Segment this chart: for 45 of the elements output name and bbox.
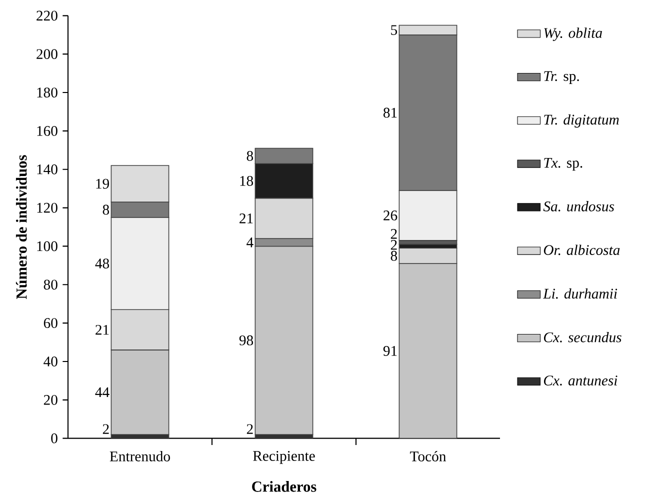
y-tick-label: 80 bbox=[44, 280, 58, 290]
y-tick-label: 100 bbox=[37, 241, 58, 252]
legend-label: Sa. undosus bbox=[543, 201, 614, 212]
y-tick-label: 120 bbox=[37, 202, 58, 213]
data-label: 2 bbox=[246, 424, 253, 434]
y-tick-label: 20 bbox=[44, 394, 58, 405]
data-label: 2 bbox=[390, 228, 397, 239]
legend-label: Tr. digitatum bbox=[544, 114, 619, 128]
y-tick-label: 180 bbox=[37, 88, 58, 98]
legend-label: Or. albicosta bbox=[544, 244, 620, 256]
y-tick-label: 160 bbox=[37, 126, 58, 136]
legend-label: Wy. oblita bbox=[544, 28, 602, 41]
y-axis-title: Número de individuos bbox=[16, 155, 27, 299]
y-tick-label: 200 bbox=[36, 49, 58, 60]
data-label: 98 bbox=[239, 335, 254, 346]
data-label: 48 bbox=[95, 258, 110, 268]
data-label: 18 bbox=[240, 176, 254, 186]
x-tick-label: Entrenudo bbox=[110, 451, 170, 462]
data-label: 44 bbox=[95, 387, 110, 398]
y-tick-label: 60 bbox=[44, 318, 58, 328]
y-tick-label: 140 bbox=[37, 164, 58, 174]
data-label: 2 bbox=[390, 240, 397, 250]
data-label: 8 bbox=[246, 150, 254, 161]
y-tick-label: 0 bbox=[51, 433, 58, 444]
data-label: 8 bbox=[390, 250, 398, 261]
data-label: 26 bbox=[384, 210, 398, 220]
data-label: 91 bbox=[383, 346, 397, 356]
legend-label: Cx. secundus bbox=[544, 332, 622, 342]
data-label: 21 bbox=[96, 324, 109, 335]
legend-label: Tx. sp. bbox=[544, 158, 582, 171]
legend-label: Li. durhamii bbox=[543, 288, 618, 299]
data-label: 2 bbox=[102, 424, 109, 434]
y-tick-label: 40 bbox=[44, 356, 58, 366]
legend-label: Tr. sp. bbox=[544, 71, 579, 84]
x-tick-label: Tocón bbox=[410, 451, 446, 462]
x-axis-title: Criaderos bbox=[252, 481, 316, 492]
data-label: 81 bbox=[383, 108, 397, 118]
data-label: 8 bbox=[102, 204, 110, 215]
x-tick-label: Recipiente bbox=[253, 451, 315, 464]
y-tick-label: 220 bbox=[36, 10, 58, 21]
legend-label: Cx. antunesi bbox=[544, 376, 618, 386]
data-label: 4 bbox=[246, 238, 254, 248]
data-label: 5 bbox=[391, 25, 398, 35]
data-label: 19 bbox=[96, 178, 109, 189]
data-label: 21 bbox=[240, 214, 253, 224]
